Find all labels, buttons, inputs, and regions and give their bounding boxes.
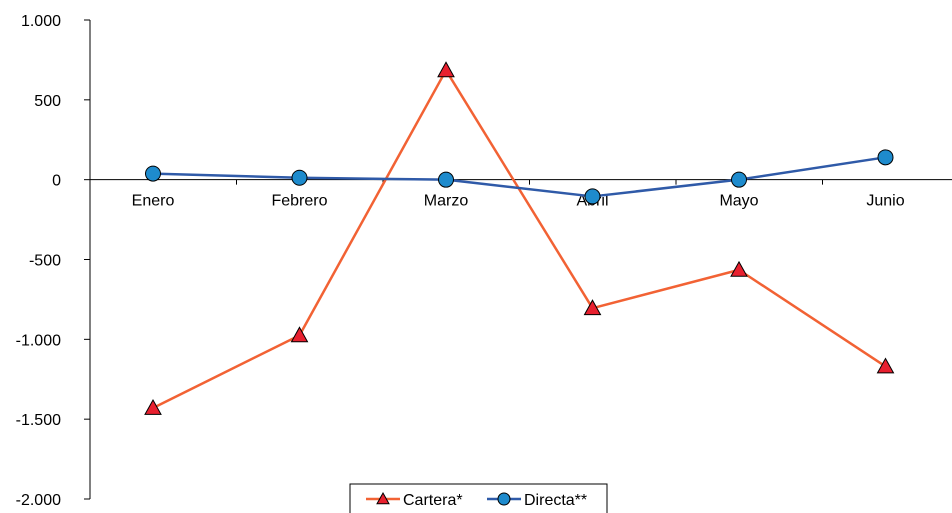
- y-tick-label: 1.000: [21, 13, 61, 30]
- series-lines: [144, 61, 895, 415]
- data-point: [291, 169, 308, 186]
- x-tick-label: Mayo: [719, 193, 758, 210]
- data-point: [438, 171, 454, 188]
- series-0: [144, 61, 895, 415]
- x-tick-label: Enero: [132, 193, 175, 210]
- x-tick-label: Febrero: [271, 193, 327, 210]
- x-tick-label: Marzo: [424, 193, 469, 210]
- y-tick-label: -1.000: [16, 332, 61, 349]
- y-tick-label: -500: [29, 253, 61, 270]
- y-tick-label: -2.000: [16, 492, 61, 509]
- data-point: [730, 260, 748, 277]
- data-point: [437, 61, 455, 78]
- data-point: [584, 188, 601, 205]
- y-axis: -2.000 -1.500 -1.000 -500 0 500 1.000: [16, 13, 91, 509]
- legend-marker: [376, 491, 390, 505]
- series-line: [152, 156, 886, 198]
- legend-label: Cartera*: [403, 492, 463, 509]
- legend-marker: [497, 492, 511, 506]
- y-tick-label: -1.500: [16, 412, 61, 429]
- data-point: [877, 149, 894, 166]
- x-tick-label: Junio: [866, 193, 904, 210]
- data-point: [144, 398, 162, 415]
- data-point: [145, 165, 161, 182]
- y-tick-label: 0: [52, 173, 61, 190]
- data-point: [876, 357, 895, 374]
- series-1: [145, 149, 894, 205]
- data-point: [731, 171, 747, 188]
- x-axis: EneroFebreroMarzoAbrilMayoJunio: [89, 179, 952, 210]
- legend-label: Directa**: [524, 492, 587, 509]
- data-point: [583, 299, 602, 316]
- y-tick-label: 500: [34, 93, 61, 110]
- legend: Cartera* Directa**: [349, 483, 608, 513]
- data-point: [290, 326, 309, 343]
- series-line: [152, 69, 887, 410]
